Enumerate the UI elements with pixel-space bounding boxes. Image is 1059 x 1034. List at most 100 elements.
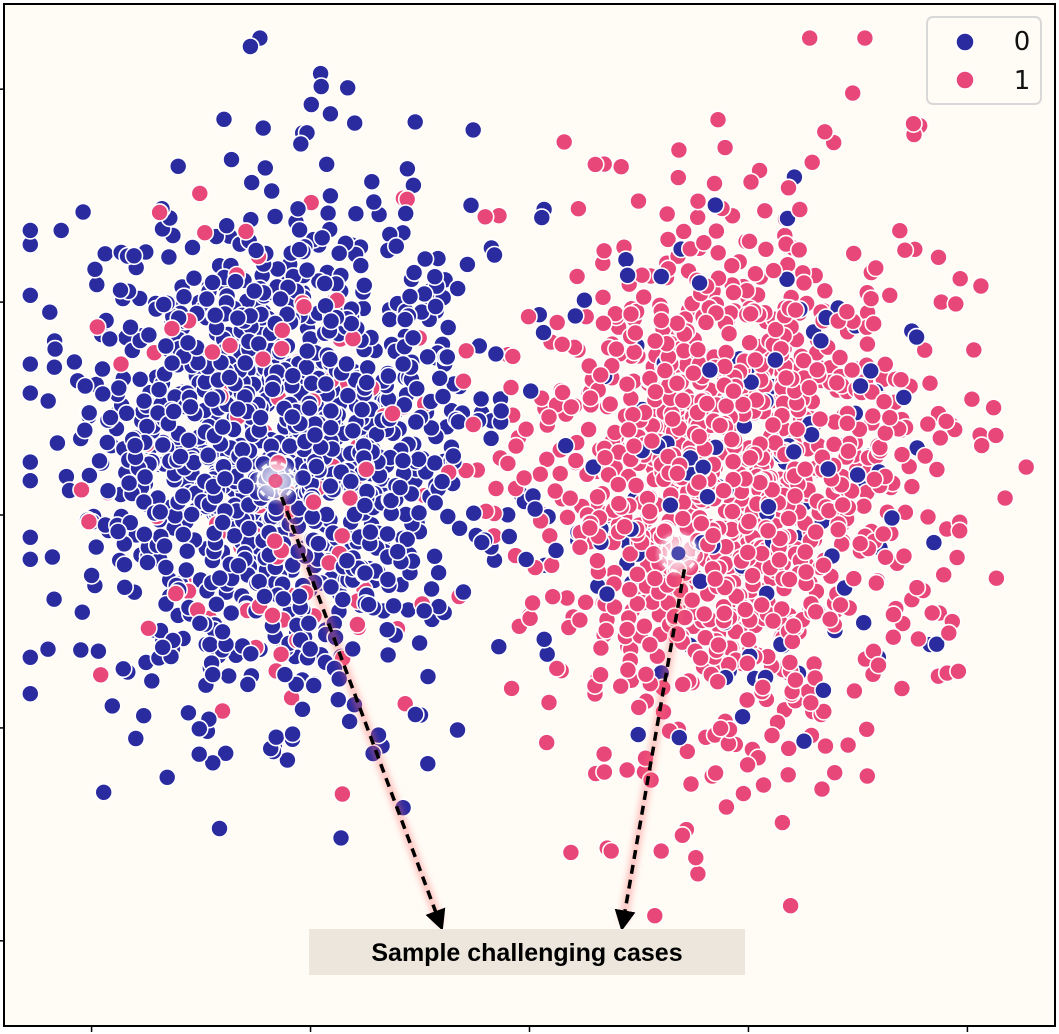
point-class-0 (44, 589, 64, 609)
point-class-1 (537, 733, 557, 752)
point-class-0 (75, 420, 95, 440)
point-class-1 (814, 702, 834, 721)
point-class-1 (539, 407, 559, 427)
point-class-1 (864, 314, 884, 334)
point-class-1 (456, 341, 476, 361)
point-class-1 (883, 627, 903, 647)
point-class-1 (722, 430, 742, 449)
point-class-0 (364, 192, 384, 212)
point-class-0 (249, 334, 269, 354)
point-class-1 (519, 307, 538, 327)
point-class-0 (135, 467, 155, 487)
point-class-1 (810, 409, 830, 429)
point-class-1 (682, 590, 702, 610)
highlighted-points (251, 456, 703, 578)
point-class-0 (173, 486, 193, 506)
point-class-0 (927, 634, 947, 654)
point-class-1 (645, 906, 665, 926)
point-class-1 (783, 632, 802, 651)
point-class-0 (485, 245, 504, 265)
point-class-1 (754, 775, 773, 795)
point-class-0 (214, 110, 234, 129)
point-class-1 (949, 661, 968, 681)
point-class-1 (304, 492, 323, 512)
point-class-0 (794, 731, 814, 751)
point-class-1 (640, 502, 660, 521)
point-class-0 (851, 376, 870, 396)
point-class-1 (618, 660, 638, 680)
point-class-0 (415, 249, 435, 269)
point-class-1 (658, 230, 678, 249)
point-class-0 (20, 452, 40, 472)
point-class-1 (356, 460, 376, 479)
point-class-0 (628, 725, 648, 744)
point-class-0 (454, 582, 473, 602)
point-class-0 (79, 403, 99, 423)
point-class-1 (946, 294, 966, 314)
point-class-0 (90, 451, 109, 471)
point-class-0 (177, 541, 197, 561)
point-class-1 (265, 531, 285, 551)
point-class-0 (534, 323, 553, 342)
point-class-0 (705, 195, 725, 215)
point-class-1 (778, 765, 798, 785)
point-class-0 (450, 518, 469, 538)
point-class-1 (150, 203, 169, 222)
point-class-0 (117, 403, 136, 423)
point-class-0 (153, 435, 173, 455)
point-class-0 (443, 446, 463, 466)
point-class-0 (429, 563, 448, 583)
point-class-0 (489, 637, 509, 657)
point-class-1 (971, 276, 991, 296)
point-class-0 (207, 594, 226, 614)
point-class-0 (40, 302, 60, 322)
point-class-0 (98, 433, 117, 452)
point-class-1 (947, 548, 967, 567)
point-class-0 (430, 368, 450, 388)
point-class-0 (125, 436, 145, 455)
point-class-1 (594, 744, 614, 764)
point-class-1 (764, 261, 783, 280)
point-class-1 (663, 409, 682, 429)
point-class-1 (554, 132, 574, 152)
point-class-0 (134, 391, 154, 411)
point-class-0 (200, 635, 220, 654)
point-class-0 (461, 196, 481, 215)
point-class-1 (762, 726, 782, 745)
point-class-1 (984, 398, 1003, 418)
point-class-0 (521, 381, 541, 401)
point-class-1 (569, 199, 588, 218)
point-class-0 (282, 407, 302, 427)
point-class-0 (425, 493, 445, 513)
point-class-0 (222, 150, 241, 169)
point-class-1 (802, 153, 822, 172)
point-class-0 (361, 522, 380, 542)
point-class-0 (759, 497, 778, 517)
annotation-arrows (277, 495, 689, 932)
point-class-1 (799, 378, 819, 398)
point-class-0 (556, 436, 576, 456)
point-class-1 (839, 441, 858, 461)
point-class-1 (688, 191, 708, 211)
legend-frame (926, 16, 1042, 105)
point-class-0 (378, 570, 398, 589)
point-class-0 (393, 354, 413, 374)
point-class-0 (242, 173, 261, 192)
point-class-0 (464, 503, 484, 523)
point-class-1 (553, 383, 572, 402)
point-class-1 (673, 825, 692, 845)
point-class-0 (202, 389, 222, 409)
point-class-0 (203, 273, 222, 292)
point-class-0 (848, 465, 867, 485)
point-class-0 (290, 586, 309, 606)
point-class-0 (575, 290, 594, 310)
point-class-1 (570, 610, 590, 630)
point-class-1 (857, 719, 877, 739)
point-class-0 (221, 603, 241, 623)
point-class-1 (719, 324, 739, 344)
point-class-0 (297, 260, 317, 280)
point-class-1 (741, 172, 761, 192)
point-class-0 (43, 547, 62, 567)
point-class-1 (706, 763, 725, 783)
point-class-0 (217, 216, 236, 235)
